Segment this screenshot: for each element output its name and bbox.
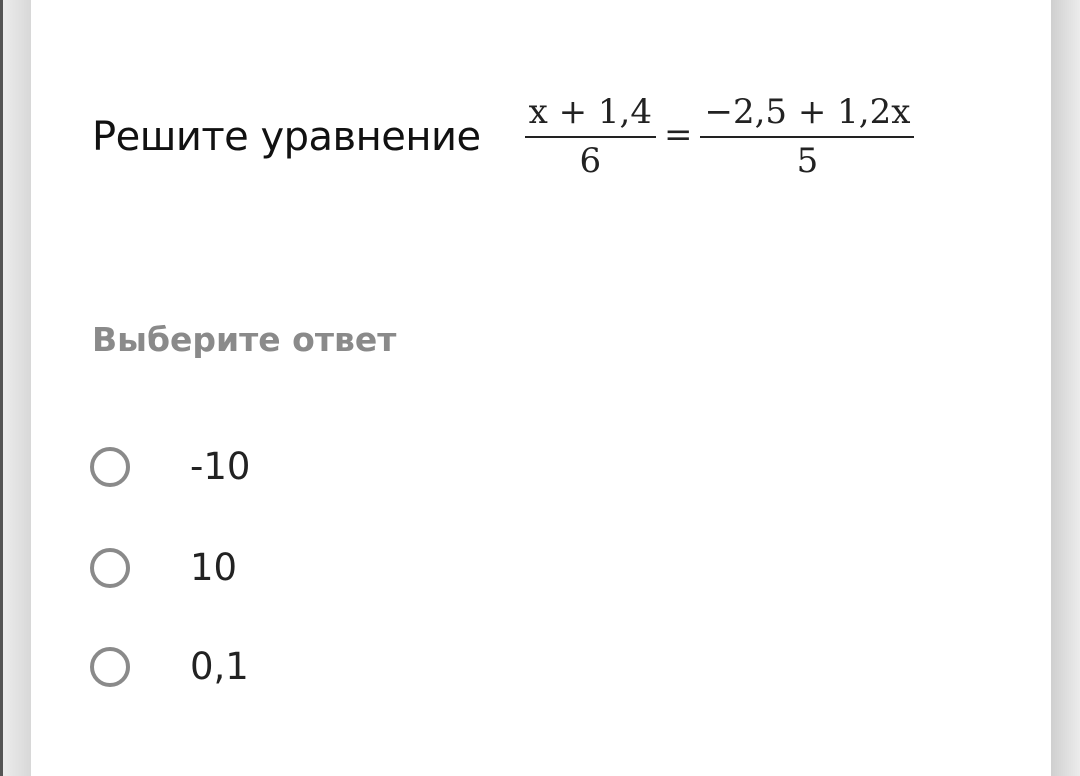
window-edge	[0, 0, 3, 776]
left-numerator: x + 1,4	[524, 92, 656, 138]
equals-sign: =	[663, 115, 693, 155]
option-label[interactable]: 0,1	[190, 645, 249, 688]
right-gutter	[1051, 0, 1080, 776]
left-denominator: 6	[579, 141, 602, 181]
option-label[interactable]: -10	[190, 445, 251, 488]
option-0-1[interactable]: 0,1	[90, 645, 249, 688]
question-card: Решите уравнение x + 1,4 6 = −2,5 + 1,2x…	[31, 0, 1051, 776]
right-numerator: −2,5 + 1,2x	[700, 92, 915, 138]
left-fraction: x + 1,4 6	[524, 92, 656, 182]
option-minus-10[interactable]: -10	[90, 445, 250, 488]
right-fraction: −2,5 + 1,2x 5	[700, 92, 915, 182]
radio-button[interactable]	[90, 446, 130, 487]
option-label[interactable]: 10	[190, 546, 238, 589]
equation: x + 1,4 6 = −2,5 + 1,2x 5	[524, 92, 915, 182]
option-10[interactable]: 10	[90, 546, 237, 589]
radio-button[interactable]	[90, 547, 130, 588]
question: Решите уравнение x + 1,4 6 = −2,5 + 1,2x…	[92, 92, 915, 182]
question-text: Решите уравнение	[92, 114, 481, 160]
answer-prompt: Выберите ответ	[92, 320, 397, 359]
right-denominator: 5	[796, 141, 819, 181]
left-gutter	[3, 0, 31, 776]
radio-button[interactable]	[90, 646, 130, 687]
